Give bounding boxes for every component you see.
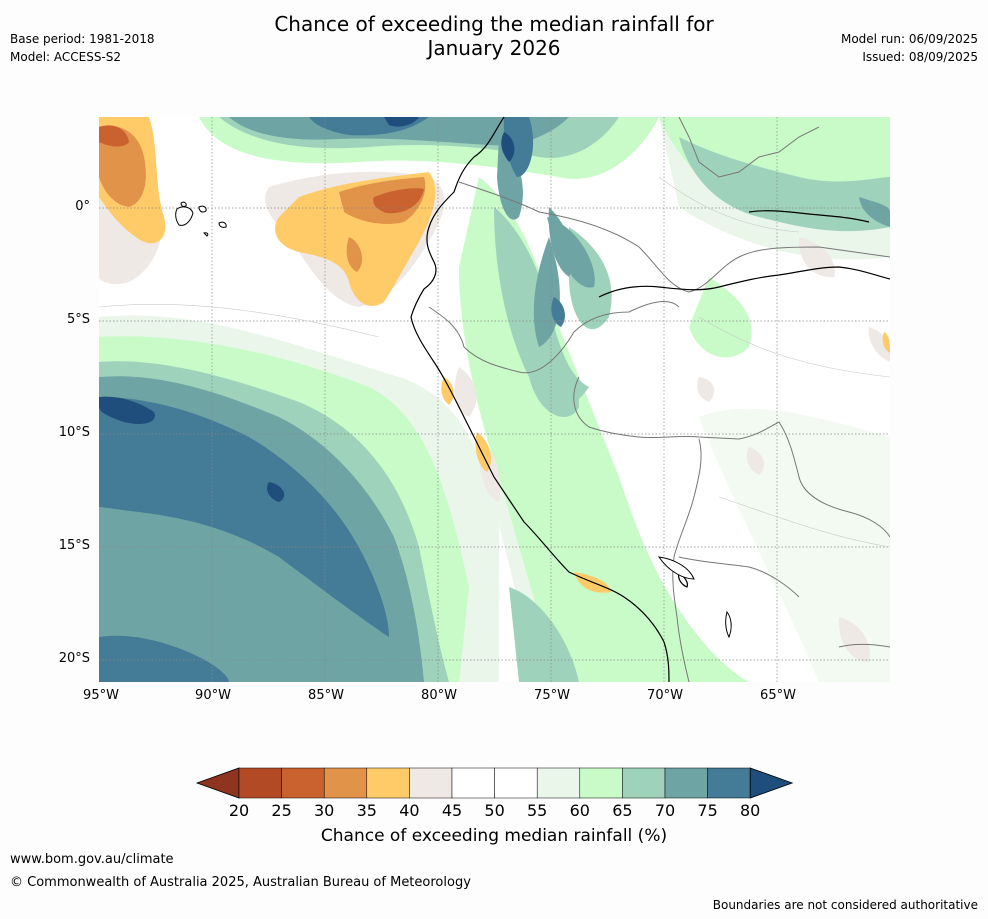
galapagos-islands xyxy=(175,201,227,237)
base-period: Base period: 1981-2018 xyxy=(10,32,155,46)
lon-label-65w: 65°W xyxy=(760,688,796,703)
band-25-30 xyxy=(99,125,424,214)
colorbar-cell xyxy=(366,767,410,799)
lon-label-80w: 80°W xyxy=(421,688,457,703)
lake-titicaca xyxy=(657,556,695,580)
colorbar-extend-high xyxy=(749,767,794,799)
lon-label-75w: 75°W xyxy=(534,688,570,703)
colorbar-tick-label: 50 xyxy=(484,801,505,820)
colorbar-cell xyxy=(323,767,368,799)
colorbar-cell xyxy=(622,767,666,799)
colorbar-tick-label: 45 xyxy=(441,801,463,820)
lat-label-10s: 10°S xyxy=(58,425,90,440)
lon-label-95w: 95°W xyxy=(83,688,119,703)
issued-date: Issued: 08/09/2025 xyxy=(862,50,978,64)
colorbar-cell xyxy=(281,767,325,799)
model-name: Model: ACCESS-S2 xyxy=(10,50,122,64)
colorbar-cell xyxy=(409,767,453,799)
colorbar-tick-label: 55 xyxy=(527,801,548,820)
colorbar-tick-label: 35 xyxy=(356,801,377,820)
colorbar-tick-label: 20 xyxy=(228,801,250,820)
lat-label-0: 0° xyxy=(75,199,90,214)
colorbar-title: Chance of exceeding median rainfall (%) xyxy=(320,826,668,846)
lon-label-70w: 70°W xyxy=(647,688,683,703)
rainfall-map xyxy=(99,117,890,682)
meta-left: Base period: 1981-2018 Model: ACCESS-S2 xyxy=(10,30,155,66)
colorbar-tick-label: 30 xyxy=(314,801,335,820)
map-title: Chance of exceeding the median rainfall … xyxy=(0,12,988,60)
colorbar-cell xyxy=(664,767,708,799)
colorbar-tick-label: 70 xyxy=(654,801,676,820)
contour-lines xyxy=(99,176,890,548)
country-boundaries xyxy=(428,117,890,682)
lon-label-90w: 90°W xyxy=(195,688,231,703)
colorbar-cells xyxy=(195,767,794,799)
colorbar-tick-label: 75 xyxy=(697,801,718,820)
colorbar-cell xyxy=(451,767,495,799)
lat-label-20s: 20°S xyxy=(58,651,90,666)
colorbar-cell xyxy=(494,767,538,799)
colorbar-cell xyxy=(536,767,581,799)
colorbar-tick-label: 65 xyxy=(612,801,633,820)
graticule xyxy=(99,117,890,682)
footer-boundary-note: Boundaries are not considered authoritat… xyxy=(712,898,978,912)
colorbar-cell xyxy=(707,767,751,799)
band-80-plus xyxy=(99,117,515,502)
colorbar-tick-label: 25 xyxy=(271,801,292,820)
model-run: Model run: 06/09/2025 xyxy=(840,32,978,46)
colorbar-cell xyxy=(238,767,282,799)
title-line-2: January 2026 xyxy=(427,36,561,60)
lat-label-5s: 5°S xyxy=(66,312,90,327)
colorbar-tick-label: 60 xyxy=(569,801,590,820)
lon-label-85w: 85°W xyxy=(308,688,344,703)
title-line-1: Chance of exceeding the median rainfall … xyxy=(274,12,714,36)
footer-url[interactable]: www.bom.gov.au/climate xyxy=(10,852,174,867)
lat-label-15s: 15°S xyxy=(58,538,90,553)
colorbar-tick-label: 40 xyxy=(399,801,420,820)
lake-poopo xyxy=(725,610,732,639)
footer-copyright: © Commonwealth of Australia 2025, Austra… xyxy=(10,875,471,890)
colorbar-tick-label: 80 xyxy=(740,801,761,820)
meta-right: Model run: 06/09/2025 Issued: 08/09/2025 xyxy=(841,30,978,66)
colorbar-cell xyxy=(579,767,623,799)
colorbar xyxy=(195,767,794,799)
colorbar-extend-low xyxy=(195,767,240,799)
coastline xyxy=(410,117,890,682)
